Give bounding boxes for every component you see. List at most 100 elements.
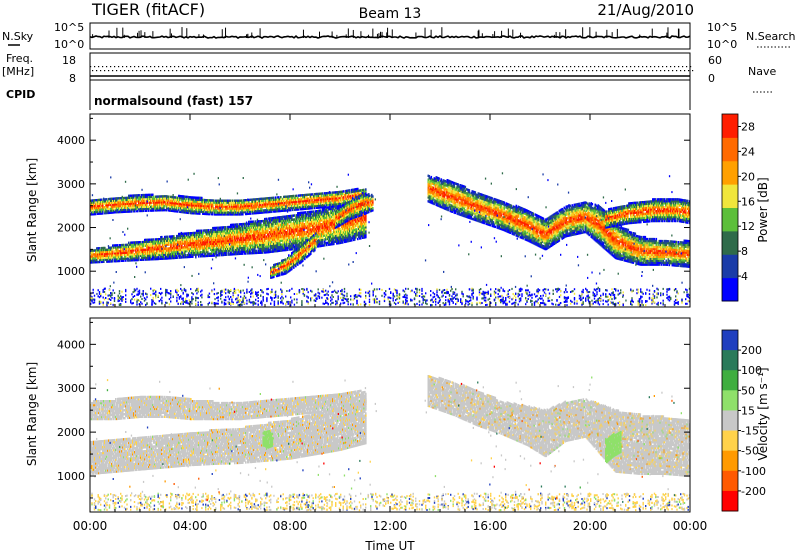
echo-cell (274, 220, 276, 223)
echo-cell (213, 203, 215, 206)
echo-cell (183, 236, 185, 239)
echo-cell (281, 245, 283, 248)
echo-cell (348, 231, 350, 235)
echo-cell (213, 226, 215, 230)
echo-cell (206, 254, 208, 258)
echo-cell (131, 257, 133, 260)
echo-cell (247, 230, 249, 233)
echo-cell (339, 214, 341, 217)
echo-cell (209, 242, 211, 246)
echo-cell (110, 203, 112, 206)
freq-dot (546, 66, 548, 68)
echo-cell (191, 202, 193, 205)
echo-cell (175, 248, 177, 252)
echo-cell (209, 212, 211, 216)
echo-cell (183, 248, 185, 251)
nave-dot (460, 70, 462, 72)
echo-cell (206, 206, 208, 210)
echo-cell (213, 207, 215, 210)
echo-cell (213, 236, 215, 240)
nave-dot (324, 70, 326, 72)
echo-cell (212, 240, 214, 244)
echo-cell (125, 243, 127, 247)
echo-cell (206, 233, 208, 236)
echo-cell (254, 232, 256, 235)
echo-cell (317, 211, 319, 215)
echo-cell (133, 210, 135, 213)
echo-cell (284, 225, 286, 228)
echo-cell (122, 198, 124, 202)
echo-cell (125, 245, 127, 249)
echo-cell (278, 235, 280, 239)
echo-cell (102, 210, 104, 213)
nave-dot (224, 70, 226, 72)
echo-cell (319, 215, 321, 218)
echo-cell (159, 205, 161, 208)
echo-cell (168, 237, 170, 240)
echo-cell (128, 247, 130, 250)
echo-cell (92, 259, 94, 262)
echo-cell (298, 237, 300, 240)
echo-cell (343, 237, 345, 240)
echo-cell (179, 248, 181, 251)
echo-cell (301, 239, 303, 242)
echo-cell (325, 220, 327, 223)
echo-cell (201, 196, 203, 200)
echo-cell (288, 232, 290, 236)
echo-cell (184, 209, 186, 212)
echo-cell (350, 221, 352, 225)
freq-dot (442, 66, 444, 68)
echo-cell (300, 239, 302, 242)
nave-dot (332, 70, 334, 72)
echo-cell (304, 225, 306, 228)
echo-cell (98, 200, 100, 204)
freq-dot (230, 66, 232, 68)
echo-cell (92, 255, 94, 258)
echo-cell (112, 260, 114, 263)
nave-dot (124, 70, 126, 72)
echo-cell (168, 203, 170, 206)
echo-cell (153, 248, 155, 251)
freq-dot (458, 66, 460, 68)
echo-cell (205, 204, 207, 208)
echo-cell (138, 256, 140, 260)
echo-cell (363, 228, 365, 231)
echo-cell (240, 227, 242, 230)
freq-dot (158, 66, 160, 68)
echo-cell (344, 238, 346, 242)
echo-cell (218, 240, 220, 243)
nave-dot (584, 70, 586, 72)
echo-cell (361, 232, 363, 236)
echo-cell (158, 249, 160, 253)
echo-cell (270, 236, 272, 240)
echo-cell (196, 247, 198, 250)
echo-cell (215, 234, 217, 237)
echo-cell (227, 249, 229, 252)
echo-cell (251, 232, 253, 235)
echo-cell (99, 256, 101, 260)
echo-cell (282, 229, 284, 232)
echo-cell (248, 250, 250, 253)
echo-cell (102, 208, 104, 211)
echo-cell (108, 203, 110, 207)
echo-cell (136, 196, 138, 199)
echo-cell (272, 218, 274, 222)
echo-cell (126, 196, 128, 200)
echo-cell (211, 248, 213, 251)
echo-cell (294, 214, 296, 217)
echo-cell (241, 250, 243, 253)
echo-cell (118, 259, 120, 263)
echo-cell (285, 219, 287, 222)
echo-cell (325, 226, 327, 229)
echo-cell (212, 232, 214, 236)
echo-cell (278, 233, 280, 237)
echo-cell (96, 253, 98, 256)
freq-dot (262, 66, 264, 68)
echo-cell (97, 247, 99, 250)
echo-cell (250, 248, 252, 251)
echo-cell (203, 249, 205, 252)
echo-cell (197, 249, 199, 252)
echo-cell (335, 236, 337, 239)
echo-cell (127, 198, 129, 201)
echo-cell (357, 222, 359, 225)
